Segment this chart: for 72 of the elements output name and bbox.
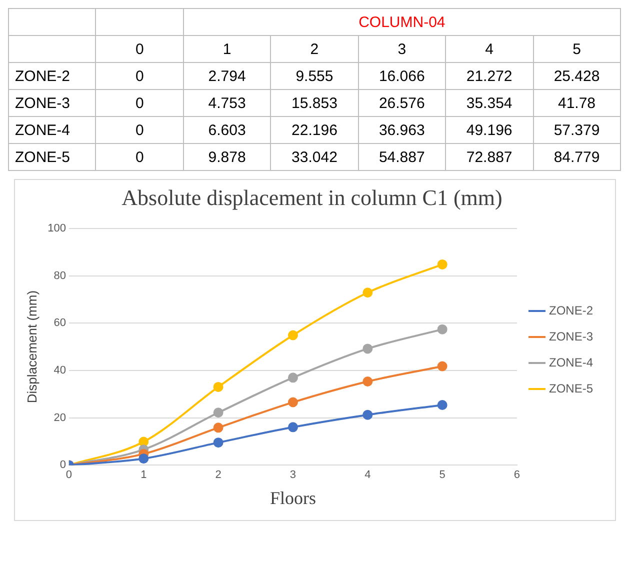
point bbox=[437, 400, 448, 410]
data-label: 33.042 bbox=[270, 144, 358, 170]
point bbox=[362, 410, 373, 420]
x-tick-label: 5 bbox=[439, 468, 446, 481]
data-label: 54.887 bbox=[358, 144, 446, 170]
point bbox=[362, 376, 373, 386]
point bbox=[288, 422, 298, 432]
x-tick-label: 5 bbox=[533, 36, 620, 62]
y-axis-title: Displacement (mm) bbox=[24, 290, 40, 404]
data-label: 36.963 bbox=[358, 116, 446, 144]
data-label: 2.794 bbox=[183, 62, 271, 90]
point bbox=[288, 397, 298, 408]
y-tick-label: 0 bbox=[60, 459, 66, 472]
data-label: 84.779 bbox=[533, 144, 620, 170]
data-label: 21.272 bbox=[446, 62, 534, 90]
point bbox=[138, 436, 149, 447]
point bbox=[138, 454, 149, 464]
x-tick-label: 0 bbox=[96, 36, 184, 62]
x-axis-title: Floors bbox=[270, 488, 316, 508]
x-tick-label: 2 bbox=[270, 36, 358, 62]
y-tick-label: 40 bbox=[54, 364, 66, 377]
x-tick-label: 3 bbox=[358, 36, 446, 62]
data-label: 57.379 bbox=[533, 116, 620, 144]
point bbox=[437, 361, 448, 372]
data-label: 41.78 bbox=[533, 90, 620, 116]
legend-label: ZONE-4 bbox=[548, 355, 594, 370]
data-label: 16.066 bbox=[358, 62, 446, 90]
point bbox=[213, 408, 224, 418]
data-label: 72.887 bbox=[446, 144, 534, 170]
x-tick-label: 1 bbox=[140, 468, 147, 481]
legend-label: ZONE-2 bbox=[548, 303, 594, 318]
x-tick-label: 1 bbox=[183, 36, 271, 62]
x-tick-label: 2 bbox=[215, 468, 222, 481]
y-tick-label: 80 bbox=[54, 270, 66, 282]
data-label: 25.428 bbox=[533, 62, 620, 90]
y-tick-label: ZONE-3 bbox=[8, 90, 96, 116]
x-axis-title: COLUMN-04 bbox=[358, 14, 446, 30]
data-label: 0 bbox=[96, 90, 184, 116]
point bbox=[213, 382, 224, 392]
y-tick-label: ZONE-4 bbox=[8, 116, 96, 144]
data-label: 0 bbox=[96, 116, 184, 144]
legend-label: ZONE-3 bbox=[548, 329, 594, 344]
data-label: 35.354 bbox=[446, 90, 534, 116]
data-label: 0 bbox=[96, 62, 184, 90]
chart-title: Absolute displacement in column C1 (mm) bbox=[122, 184, 502, 210]
data-label: 22.196 bbox=[270, 116, 358, 144]
data-label: 49.196 bbox=[446, 116, 534, 144]
point bbox=[362, 344, 373, 354]
data-label: 6.603 bbox=[183, 116, 271, 144]
y-tick-label: 60 bbox=[54, 317, 66, 330]
data-label: 0 bbox=[96, 144, 184, 170]
data-label: 26.576 bbox=[358, 90, 446, 116]
data-label: 15.853 bbox=[270, 90, 358, 116]
point bbox=[288, 330, 298, 340]
x-tick-label: 4 bbox=[446, 36, 534, 62]
point bbox=[437, 259, 448, 270]
x-tick-label: 6 bbox=[514, 468, 520, 481]
legend-label: ZONE-5 bbox=[548, 381, 594, 396]
x-tick-label: 4 bbox=[364, 468, 371, 481]
point bbox=[437, 324, 448, 334]
y-tick-label: ZONE-5 bbox=[8, 144, 96, 170]
x-tick-label: 3 bbox=[290, 468, 296, 481]
y-tick-label: 20 bbox=[54, 412, 66, 424]
data-label: 9.555 bbox=[270, 62, 358, 90]
point bbox=[213, 422, 224, 433]
data-label: 9.878 bbox=[183, 144, 271, 170]
point bbox=[213, 438, 224, 448]
point bbox=[362, 288, 373, 298]
y-tick-label: 100 bbox=[48, 222, 66, 234]
y-tick-label: ZONE-2 bbox=[8, 62, 96, 90]
point bbox=[288, 372, 298, 383]
data-label: 4.753 bbox=[183, 90, 271, 116]
